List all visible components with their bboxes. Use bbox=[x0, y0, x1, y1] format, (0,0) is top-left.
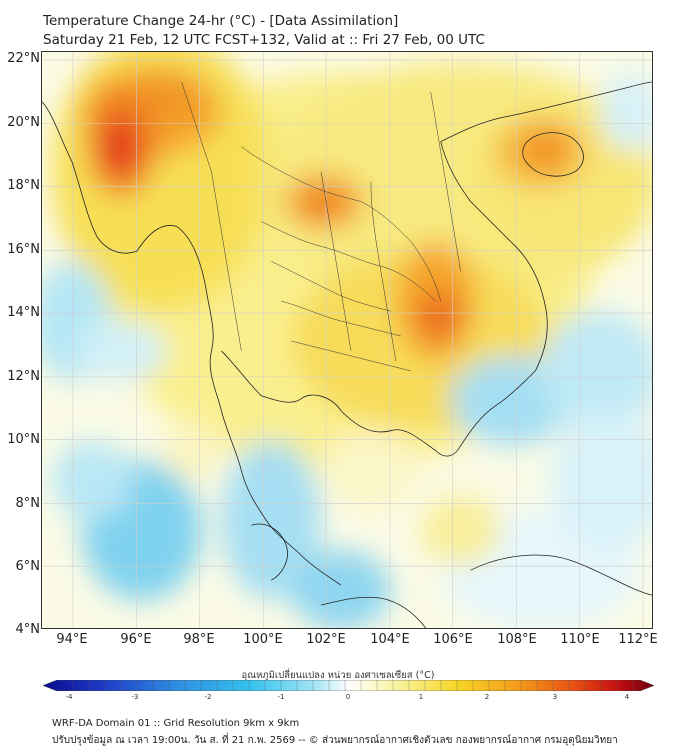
lon-label-110e: 110°E bbox=[560, 632, 600, 647]
lat-label-18n: 18°N bbox=[7, 178, 40, 193]
coastlines bbox=[42, 81, 652, 628]
lon-label-112e: 112°E bbox=[618, 632, 658, 647]
lat-label-20n: 20°N bbox=[7, 115, 40, 130]
lat-label-6n: 6°N bbox=[15, 559, 41, 574]
title-line-1: Temperature Change 24-hr (°C) - [Data As… bbox=[43, 13, 399, 29]
lat-label-10n: 10°N bbox=[7, 432, 40, 447]
title-line-2: Saturday 21 Feb, 12 UTC FCST+132, Valid … bbox=[43, 32, 485, 48]
lon-label-104e: 104°E bbox=[370, 632, 410, 647]
colorbar bbox=[43, 680, 654, 691]
lon-label-100e: 100°E bbox=[243, 632, 283, 647]
lon-label-96e: 96°E bbox=[120, 632, 152, 647]
colorbar-tick: -3 bbox=[131, 693, 139, 701]
footer-model-info: WRF-DA Domain 01 :: Grid Resolution 9km … bbox=[52, 718, 300, 729]
colorbar-tick: 4 bbox=[624, 693, 630, 701]
chart-title: Temperature Change 24-hr (°C) - [Data As… bbox=[43, 12, 485, 50]
lon-label-94e: 94°E bbox=[56, 632, 88, 647]
map-panel bbox=[41, 51, 653, 629]
lat-label-12n: 12°N bbox=[7, 369, 40, 384]
lat-label-4n: 4°N bbox=[15, 622, 41, 637]
colorbar-tick: -4 bbox=[65, 693, 73, 701]
footer-copyright: ปรับปรุงข้อมูล ณ เวลา 19:00น. วัน ส. ที่… bbox=[52, 735, 618, 746]
borders bbox=[181, 81, 461, 372]
colorbar-tick: 2 bbox=[484, 693, 490, 701]
lat-label-16n: 16°N bbox=[7, 242, 40, 257]
colorbar-tick: -2 bbox=[204, 693, 212, 701]
lon-label-106e: 106°E bbox=[433, 632, 473, 647]
colorbar-title: อุณหภูมิเปลี่ยนแปลง หน่วย องศาเซลเซียส (… bbox=[241, 670, 435, 681]
colorbar-tick: 0 bbox=[345, 693, 351, 701]
colorbar-tick: -1 bbox=[277, 693, 285, 701]
lat-label-8n: 8°N bbox=[15, 496, 41, 511]
colorbar-tick: 1 bbox=[418, 693, 424, 701]
lon-label-108e: 108°E bbox=[497, 632, 537, 647]
temperature-field bbox=[42, 52, 652, 628]
lat-label-14n: 14°N bbox=[7, 305, 40, 320]
lon-label-98e: 98°E bbox=[183, 632, 215, 647]
map-gridlines bbox=[42, 52, 652, 628]
colorbar-tick: 3 bbox=[552, 693, 558, 701]
temperature-change-map bbox=[42, 52, 652, 628]
lon-label-102e: 102°E bbox=[306, 632, 346, 647]
lat-label-22n: 22°N bbox=[7, 51, 40, 66]
